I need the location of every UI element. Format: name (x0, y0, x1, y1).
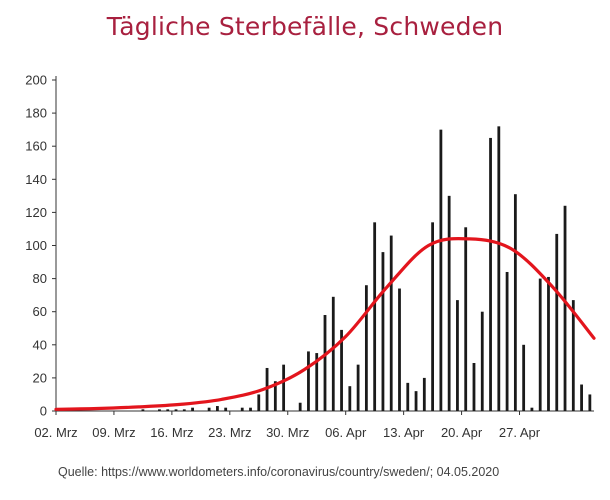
bar (174, 409, 178, 411)
bar (158, 409, 161, 411)
bar (588, 394, 592, 411)
y-tick-label: 60 (33, 304, 47, 319)
x-tick-label: 13. Apr (383, 425, 425, 440)
x-tick-label: 02. Mrz (34, 425, 77, 440)
y-tick-label: 180 (25, 106, 47, 121)
y-tick-label: 120 (25, 205, 47, 220)
bar (522, 344, 526, 411)
bar (298, 402, 302, 411)
bar (464, 227, 468, 411)
y-tick-label: 160 (25, 139, 47, 154)
y-tick-label: 40 (33, 337, 47, 352)
bar (207, 407, 211, 411)
bar (315, 353, 319, 411)
x-tick-label: 06. Apr (325, 425, 367, 440)
bar (571, 300, 575, 411)
bar (373, 222, 377, 411)
bar (257, 394, 261, 411)
bar (530, 407, 534, 411)
bar (480, 311, 484, 411)
bar (356, 364, 360, 411)
bar (273, 381, 277, 411)
bar (340, 329, 343, 411)
bar (472, 363, 476, 411)
bar (141, 409, 145, 411)
bar (497, 126, 501, 411)
bar (555, 233, 559, 411)
bar (422, 377, 426, 411)
bar (398, 288, 401, 411)
x-tick-label: 09. Mrz (92, 425, 135, 440)
bar-series (141, 126, 592, 411)
bar (191, 407, 194, 411)
bar (547, 276, 550, 411)
y-tick-label: 140 (25, 172, 47, 187)
x-axis: 02. Mrz 09. Mrz 16. Mrz 23. Mrz 30. Mrz 06. A… (34, 410, 594, 440)
y-axis: 0 20 40 60 80 100 120 140 160 180 200 (25, 73, 57, 419)
bar (224, 407, 228, 411)
trend-line (54, 236, 596, 411)
y-tick-label: 0 (40, 404, 47, 419)
bar (489, 137, 492, 411)
bar (538, 278, 542, 411)
bar (513, 194, 517, 411)
bar (580, 384, 583, 411)
x-tick-label: 16. Mrz (150, 425, 193, 440)
bar (439, 129, 443, 411)
chart-title: Tägliche Sterbefälle, Schweden (106, 12, 504, 41)
bar (282, 364, 286, 411)
bar (447, 195, 451, 411)
bar (323, 315, 327, 411)
x-tick-label: 23. Mrz (208, 425, 251, 440)
bar (414, 391, 418, 411)
source-note: Quelle: https://www.worldometers.info/co… (58, 465, 500, 479)
bar (389, 235, 393, 411)
bar (166, 409, 170, 411)
bar (182, 409, 186, 411)
bar (431, 222, 434, 411)
bar (249, 407, 252, 411)
trend-series (54, 236, 596, 411)
y-tick-label: 80 (33, 271, 47, 286)
bar (563, 205, 567, 411)
bar (240, 407, 244, 411)
x-tick-label: 20. Apr (441, 425, 483, 440)
bar (505, 271, 509, 411)
bar (216, 406, 219, 411)
bar (307, 351, 310, 411)
bar (331, 296, 335, 411)
bar (381, 252, 385, 411)
y-tick-label: 200 (25, 73, 47, 88)
y-tick-label: 20 (33, 370, 47, 385)
bar (456, 300, 459, 411)
bar (364, 285, 368, 411)
bar (406, 382, 410, 411)
x-tick-label: 30. Mrz (266, 425, 309, 440)
y-tick-label: 100 (25, 238, 47, 253)
x-tick-label: 27. Apr (499, 425, 541, 440)
bar (348, 386, 352, 411)
